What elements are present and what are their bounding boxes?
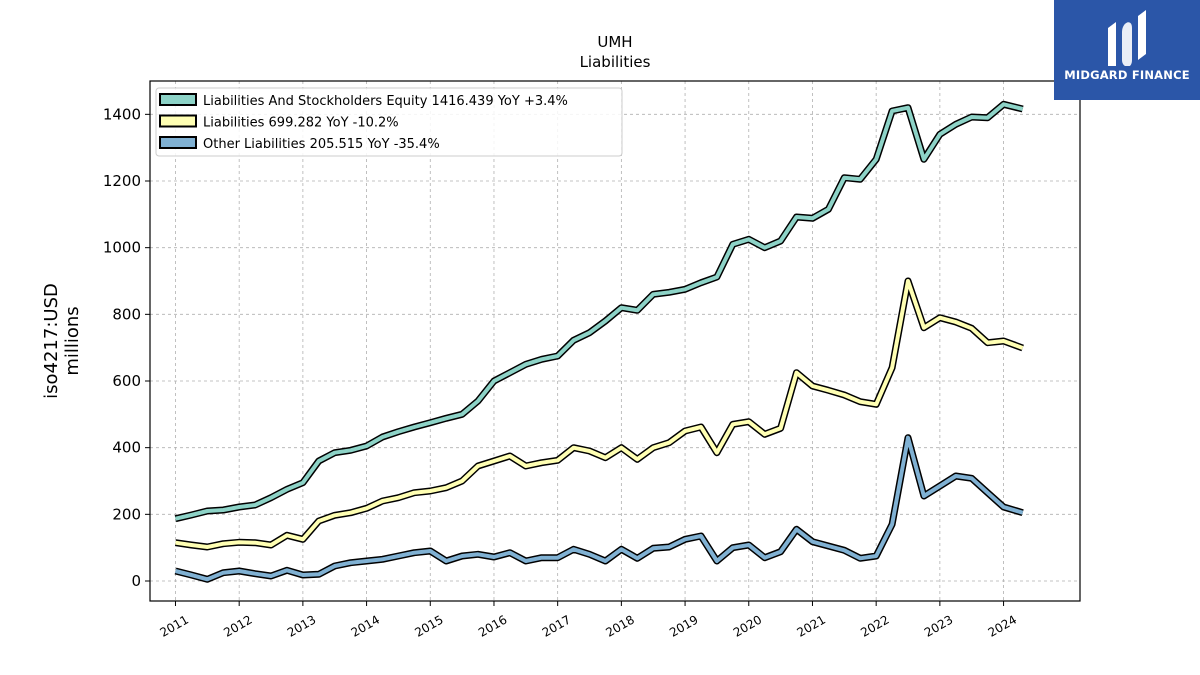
grid — [150, 81, 1080, 601]
y-tick-label: 800 — [112, 305, 141, 323]
x-tick-label: 2023 — [922, 612, 955, 639]
x-tick-label: 2016 — [476, 612, 509, 639]
series-line-0 — [175, 102, 1024, 521]
y-axis-label-line2: millions — [62, 306, 83, 375]
x-tick-label: 2018 — [603, 612, 636, 639]
legend-box — [155, 87, 623, 157]
y-axis-label-line1: iso4217:USD — [41, 283, 62, 399]
x-tick-label: 2020 — [731, 612, 764, 639]
x-tick-label: 2021 — [795, 612, 828, 639]
chart-title: UMH — [597, 33, 632, 51]
legend-label: Other Liabilities 205.515 YoY -35.4% — [203, 137, 440, 152]
legend-swatch — [159, 93, 197, 106]
legend-label: Liabilities 699.282 YoY -10.2% — [203, 116, 399, 131]
x-tick-label: 2014 — [349, 612, 382, 639]
y-tick-label: 600 — [112, 372, 141, 390]
y-tick-label: 400 — [112, 439, 141, 457]
y-tick-label: 1000 — [103, 239, 141, 257]
x-tick-label: 2015 — [412, 612, 445, 639]
legend-swatch — [159, 114, 197, 128]
plot-frame — [149, 80, 1081, 602]
legend-label: Liabilities And Stockholders Equity 1416… — [203, 94, 568, 109]
x-tick-label: 2013 — [285, 612, 318, 639]
y-tick-label: 0 — [131, 572, 141, 590]
logo-text: MIDGARD FINANCE — [1064, 68, 1190, 82]
x-tick-label: 2012 — [221, 612, 254, 639]
x-tick-label: 2022 — [858, 612, 891, 639]
y-tick-label: 1200 — [103, 172, 141, 190]
x-tick-label: 2024 — [986, 612, 1019, 639]
brand-logo: MIDGARD FINANCE — [1054, 0, 1200, 100]
series-line-2 — [175, 435, 1024, 582]
chart-subtitle: Liabilities — [580, 53, 651, 71]
x-tick-label: 2011 — [158, 612, 191, 639]
y-tick-label: 1400 — [103, 105, 141, 123]
x-tick-label: 2017 — [540, 612, 573, 639]
series-layer — [174, 100, 1024, 583]
series-line-1 — [175, 279, 1024, 549]
legend-swatch — [159, 136, 197, 149]
midgard-logo-icon — [1108, 10, 1146, 66]
x-tick-label: 2019 — [667, 612, 700, 639]
y-tick-label: 200 — [112, 505, 141, 523]
legend: Liabilities And Stockholders Equity 1416… — [155, 87, 623, 157]
